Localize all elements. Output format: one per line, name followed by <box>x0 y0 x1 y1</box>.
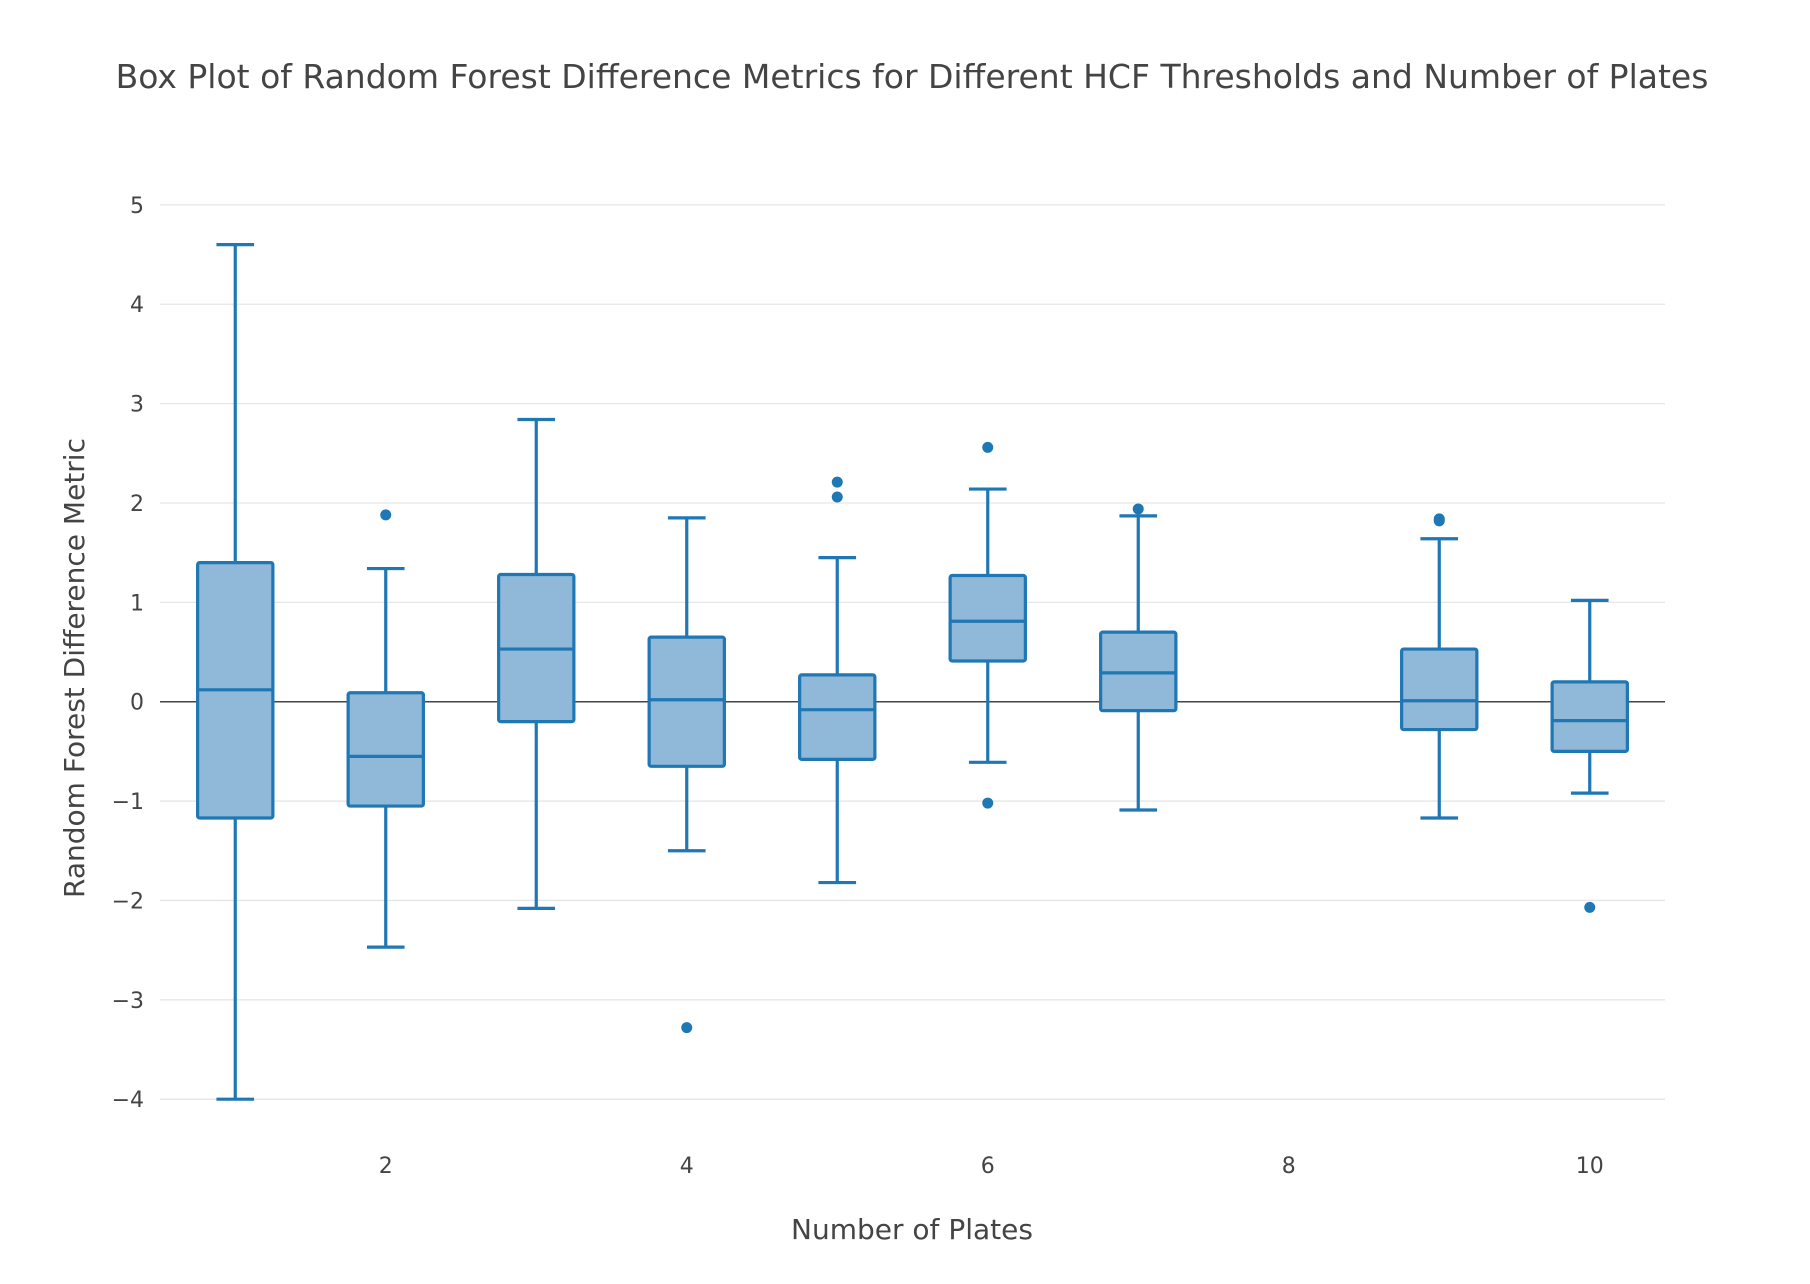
y-tick-label: −4 <box>112 1088 144 1113</box>
box-body <box>1550 680 1629 753</box>
box-body <box>798 673 877 761</box>
box-plot-1 <box>196 243 275 1101</box>
box-body <box>1400 647 1479 732</box>
y-tick-label: 1 <box>130 591 144 616</box>
y-tick-label: −2 <box>112 889 144 914</box>
outlier-point <box>831 476 843 488</box>
box-body <box>346 691 425 808</box>
y-tick-label: 3 <box>130 393 144 418</box>
outlier-point <box>1132 503 1144 515</box>
y-tick-label: −1 <box>112 790 144 815</box>
y-tick-label: −3 <box>112 989 144 1014</box>
y-tick-label: 4 <box>130 293 144 318</box>
x-tick-label: 2 <box>379 1154 393 1179</box>
box-plot-2 <box>346 509 425 949</box>
y-axis-title: Random Forest Difference Metric <box>58 438 91 898</box>
box-body <box>948 573 1027 663</box>
outlier-point <box>982 797 994 809</box>
outlier-point <box>831 491 843 503</box>
x-tick-label: 6 <box>981 1154 995 1179</box>
outlier-point <box>681 1022 693 1034</box>
x-tick-label: 8 <box>1282 1154 1296 1179</box>
outlier-point <box>1433 513 1445 525</box>
box-plot-5 <box>798 476 877 885</box>
outlier-point <box>1584 901 1596 913</box>
box-plot-9 <box>1400 513 1479 820</box>
y-tick-label: 2 <box>130 492 144 517</box>
box-plot-6 <box>948 441 1027 809</box>
box-plot-4 <box>647 516 726 1034</box>
y-tick-label: 0 <box>130 691 144 716</box>
x-tick-label: 4 <box>680 1154 694 1179</box>
outlier-point <box>982 441 994 453</box>
outlier-point <box>380 509 392 521</box>
x-tick-label: 10 <box>1576 1154 1604 1179</box>
box-plot-3 <box>497 417 576 911</box>
ticks-layer: −4 −3 −2 −1 0 1 2 3 4 5 2 4 6 8 10 <box>112 194 1604 1179</box>
boxes-layer <box>196 243 1629 1101</box>
chart-title: Box Plot of Random Forest Difference Met… <box>116 57 1709 96</box>
y-tick-label: 5 <box>130 194 144 219</box>
box-plot-7 <box>1099 503 1178 812</box>
box-plot-10 <box>1550 598 1629 913</box>
x-axis-title: Number of Plates <box>791 1213 1033 1246</box>
box-body <box>647 635 726 768</box>
